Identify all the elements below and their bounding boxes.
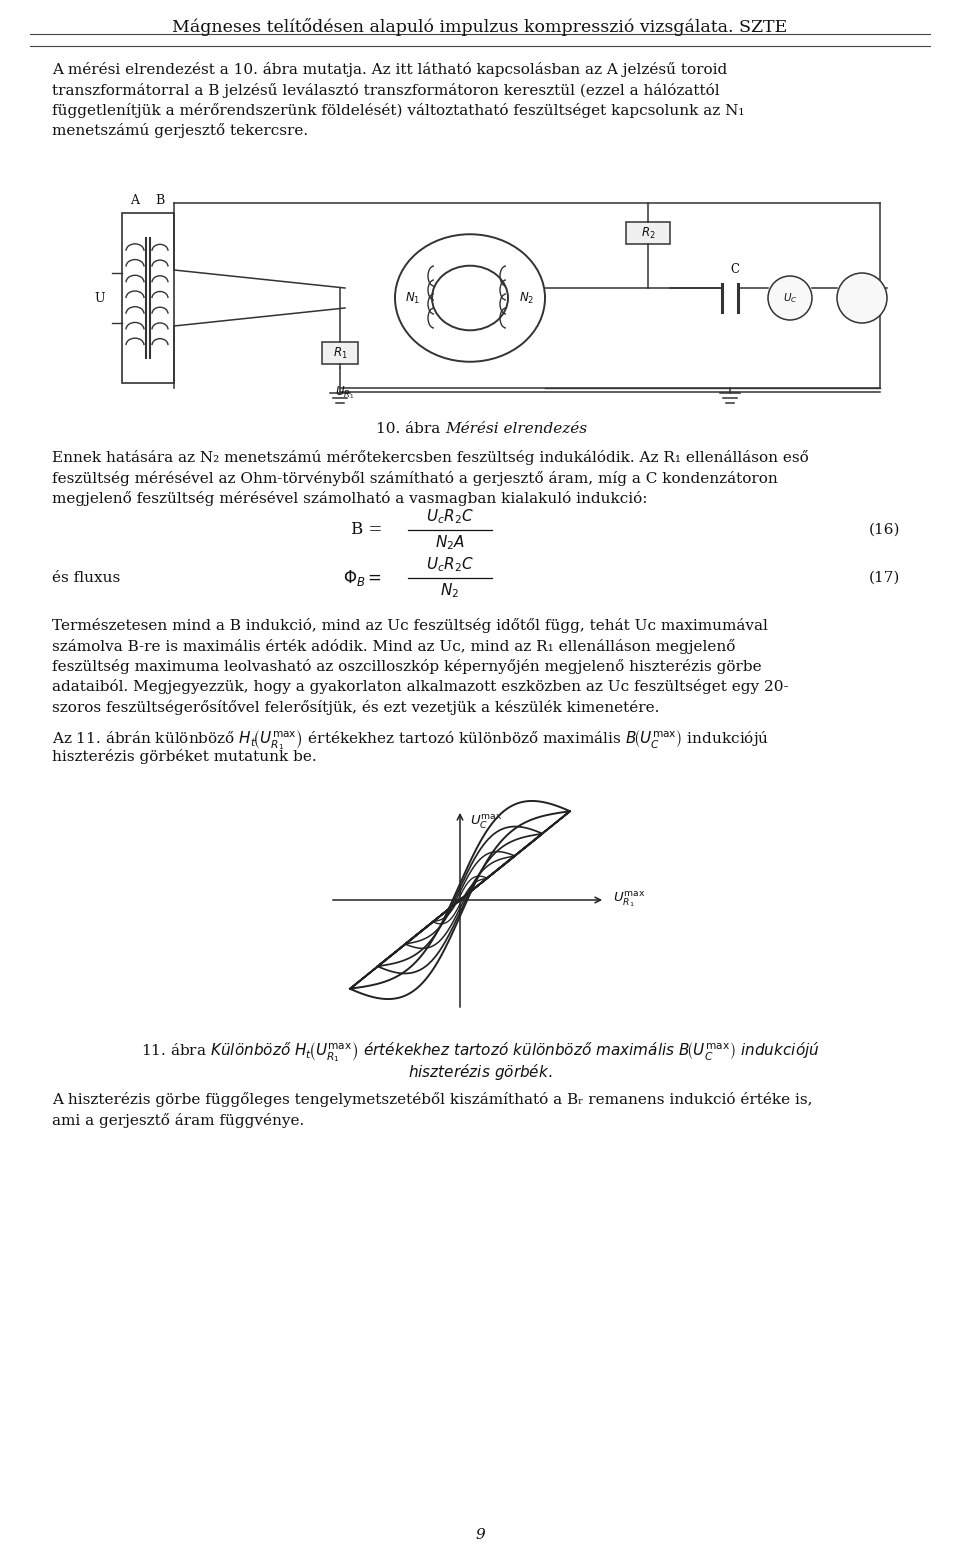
Text: menetszámú gerjesztő tekercsre.: menetszámú gerjesztő tekercsre. bbox=[52, 124, 308, 138]
Text: adataiból. Megjegyezzük, hogy a gyakorlaton alkalmazott eszközben az Uᴄ feszülts: adataiból. Megjegyezzük, hogy a gyakorla… bbox=[52, 680, 788, 695]
Text: B: B bbox=[156, 194, 164, 207]
Bar bbox=[626, 221, 670, 245]
Text: $N_1$: $N_1$ bbox=[405, 291, 420, 305]
Text: (17): (17) bbox=[869, 571, 900, 585]
Text: szoros feszültségerősítővel felerősítjük, és ezt vezetjük a készülék kimenetére.: szoros feszültségerősítővel felerősítjük… bbox=[52, 700, 660, 715]
Text: $N_2$: $N_2$ bbox=[441, 582, 460, 601]
Circle shape bbox=[837, 272, 887, 324]
Text: $R_1$: $R_1$ bbox=[333, 345, 348, 361]
Text: megjelenő feszültség mérésével számolható a vasmagban kialakuló indukció:: megjelenő feszültség mérésével számolhat… bbox=[52, 491, 647, 506]
Text: $U_C$: $U_C$ bbox=[782, 291, 798, 305]
Bar bbox=[122, 214, 174, 382]
Text: Természetesen mind a B indukció, mind az Uᴄ feszültség időtől függ, tehát Uᴄ max: Természetesen mind a B indukció, mind az… bbox=[52, 618, 768, 633]
Text: A: A bbox=[131, 194, 139, 207]
Text: Ennek hatására az N₂ menetszámú mérőtekercsben feszültség indukálódik. Az R₁ ell: Ennek hatására az N₂ menetszámú mérőteke… bbox=[52, 450, 808, 464]
Text: B =: B = bbox=[350, 522, 382, 539]
Bar bbox=[322, 342, 358, 364]
Text: U: U bbox=[95, 291, 106, 305]
Text: Az 11. ábrán különböző $H_t\!\left(U^{\mathrm{max}}_{R_1}\right)$ értékekhez tar: Az 11. ábrán különböző $H_t\!\left(U^{\m… bbox=[52, 728, 769, 752]
Text: számolva B-re is maximális érték adódik. Mind az Uᴄ, mind az R₁ ellenálláson meg: számolva B-re is maximális érték adódik.… bbox=[52, 638, 735, 653]
Text: transzformátorral a B jelzésű leválasztó transzformátoron keresztül (ezzel a hál: transzformátorral a B jelzésű leválasztó… bbox=[52, 82, 720, 98]
Text: 10. ábra: 10. ábra bbox=[376, 423, 445, 437]
Text: $U_{R_1}^{\mathrm{max}}$: $U_{R_1}^{\mathrm{max}}$ bbox=[613, 890, 645, 910]
Text: Mágneses telítődésen alapuló impulzus kompresszió vizsgálata. SZTE: Mágneses telítődésen alapuló impulzus ko… bbox=[173, 19, 787, 36]
Text: hiszterézis görbéket mutatunk be.: hiszterézis görbéket mutatunk be. bbox=[52, 749, 317, 765]
Text: $\mathit{hiszterézis\ görbék.}$: $\mathit{hiszterézis\ görbék.}$ bbox=[408, 1062, 552, 1082]
Text: $N_2 A$: $N_2 A$ bbox=[435, 534, 465, 553]
Text: Mérési elrendezés: Mérési elrendezés bbox=[445, 423, 588, 437]
Text: feszültség mérésével az Ohm-törvényből számítható a gerjesztő áram, míg a C kond: feszültség mérésével az Ohm-törvényből s… bbox=[52, 471, 778, 486]
Text: $U_c R_2 C$: $U_c R_2 C$ bbox=[426, 556, 474, 574]
Text: A hiszterézis görbe függőleges tengelymetszetéből kiszámítható a Bᵣ remanens ind: A hiszterézis görbe függőleges tengelyme… bbox=[52, 1091, 812, 1107]
Text: ami a gerjesztő áram függvénye.: ami a gerjesztő áram függvénye. bbox=[52, 1113, 304, 1127]
Text: feszültség maximuma leolvasható az oszcilloszkóp képernyőjén megjelenő hiszteréz: feszültség maximuma leolvasható az oszci… bbox=[52, 659, 761, 673]
Text: 11. ábra $\mathit{Különböző}\ H_t\!\left(U^{\mathrm{max}}_{R_1}\right)\ \mathit{: 11. ábra $\mathit{Különböző}\ H_t\!\left… bbox=[141, 1040, 819, 1063]
Text: $N_2$: $N_2$ bbox=[519, 291, 535, 305]
Text: és fluxus: és fluxus bbox=[52, 571, 120, 585]
Circle shape bbox=[768, 276, 812, 320]
Text: $\Phi_B =$: $\Phi_B =$ bbox=[343, 568, 382, 588]
Text: A mérési elrendezést a 10. ábra mutatja. Az itt látható kapcsolásban az A jelzés: A mérési elrendezést a 10. ábra mutatja.… bbox=[52, 62, 728, 77]
Text: $R_2$: $R_2$ bbox=[640, 226, 656, 240]
Text: 9: 9 bbox=[475, 1528, 485, 1542]
Text: függetlenítjük a mérőrendszerünk földelését) változtatható feszültséget kapcsolu: függetlenítjük a mérőrendszerünk földelé… bbox=[52, 104, 745, 118]
Text: $U_C^{\mathrm{max}}$: $U_C^{\mathrm{max}}$ bbox=[470, 813, 502, 831]
Text: $U_c R_2 C$: $U_c R_2 C$ bbox=[426, 508, 474, 526]
Text: C: C bbox=[731, 263, 739, 276]
Text: $U_{R_1}$: $U_{R_1}$ bbox=[335, 384, 354, 401]
Text: (16): (16) bbox=[869, 523, 900, 537]
